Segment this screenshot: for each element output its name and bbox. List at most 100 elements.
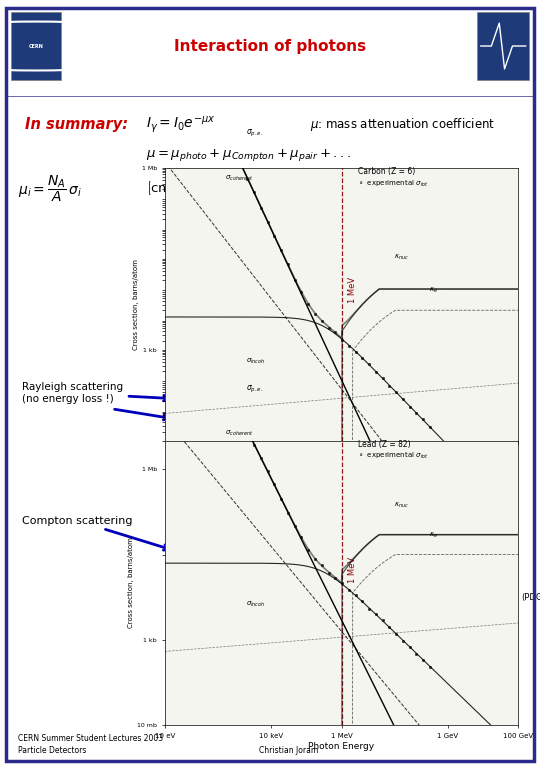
Text: $\sigma_{coherent}$: $\sigma_{coherent}$ <box>225 429 253 438</box>
Text: $\sigma_{incoh}$: $\sigma_{incoh}$ <box>246 356 266 366</box>
Point <box>406 400 414 413</box>
Point <box>338 334 346 346</box>
Point <box>379 614 387 626</box>
Text: Compton scattering: Compton scattering <box>22 516 170 550</box>
Text: Carbon (Z = 6): Carbon (Z = 6) <box>359 168 416 176</box>
Text: 1 MeV: 1 MeV <box>348 556 357 583</box>
Point <box>338 576 346 589</box>
Point <box>352 589 360 601</box>
Point <box>318 314 326 327</box>
Point <box>310 307 319 320</box>
Text: $\sigma_{coherent}$: $\sigma_{coherent}$ <box>225 174 253 183</box>
Text: $\circ$  experimental $\sigma_{tot}$: $\circ$ experimental $\sigma_{tot}$ <box>359 179 429 190</box>
Point <box>385 380 394 392</box>
Point <box>419 413 428 425</box>
Text: $\sigma_{p.e.}$: $\sigma_{p.e.}$ <box>246 384 264 395</box>
Point <box>202 84 211 97</box>
Text: Lead (Z = 82): Lead (Z = 82) <box>359 440 411 449</box>
Text: pair production: pair production <box>370 348 455 377</box>
Text: $\circ$  experimental $\sigma_{tot}$: $\circ$ experimental $\sigma_{tot}$ <box>359 451 429 461</box>
Point <box>202 342 211 355</box>
Point <box>256 452 265 464</box>
Point <box>195 71 204 83</box>
Text: $\kappa_e$: $\kappa_e$ <box>429 531 438 541</box>
Point <box>291 274 299 286</box>
Point <box>331 572 340 584</box>
Point <box>237 157 245 169</box>
Point <box>297 286 306 299</box>
Y-axis label: Cross section, barns/atom: Cross section, barns/atom <box>133 259 139 349</box>
Point <box>210 356 218 369</box>
Point <box>365 602 374 615</box>
Point <box>392 628 401 640</box>
Point <box>304 298 313 310</box>
Text: $\kappa_{nuc}$: $\kappa_{nuc}$ <box>394 501 409 510</box>
Text: CERN: CERN <box>29 44 43 48</box>
Point <box>426 420 434 433</box>
Point <box>399 392 407 405</box>
Point <box>406 640 414 653</box>
X-axis label: Photon Energy: Photon Energy <box>308 742 375 751</box>
Point <box>392 385 401 398</box>
Point <box>284 507 292 519</box>
Point <box>345 583 353 596</box>
Point <box>412 647 421 660</box>
Point <box>291 519 299 532</box>
Point <box>264 216 272 229</box>
Point <box>216 114 225 126</box>
Point <box>284 258 292 271</box>
Point <box>230 142 238 154</box>
Point <box>210 100 218 112</box>
Point <box>223 383 232 395</box>
Point <box>399 635 407 647</box>
Point <box>379 371 387 384</box>
Point <box>237 411 245 424</box>
Point <box>216 370 225 382</box>
Point <box>345 339 353 352</box>
Point <box>385 621 394 633</box>
Point <box>372 365 380 378</box>
Point <box>297 531 306 544</box>
Point <box>358 594 367 607</box>
Text: In summary:: In summary: <box>25 117 128 133</box>
Point <box>331 326 340 339</box>
Point <box>223 129 232 142</box>
Text: $\sigma_{p.e.}$: $\sigma_{p.e.}$ <box>246 129 264 140</box>
Point <box>324 321 333 334</box>
Y-axis label: Cross section, barns/atom: Cross section, barns/atom <box>129 537 134 629</box>
FancyBboxPatch shape <box>11 12 61 80</box>
Point <box>372 608 380 621</box>
Point <box>250 186 259 198</box>
Point <box>256 202 265 215</box>
Point <box>365 358 374 370</box>
Point <box>426 661 434 673</box>
Text: Christian Joram: Christian Joram <box>259 746 319 755</box>
Text: photo effect: photo effect <box>167 250 289 295</box>
Point <box>324 567 333 580</box>
Point <box>304 544 313 556</box>
Text: $\kappa_e$: $\kappa_e$ <box>429 285 438 295</box>
Point <box>277 493 286 505</box>
Point <box>270 229 279 242</box>
Point <box>270 478 279 491</box>
Point <box>358 352 367 364</box>
Text: $\left[\mathrm{cm}^2/\mathrm{g}\right]$: $\left[\mathrm{cm}^2/\mathrm{g}\right]$ <box>146 179 194 199</box>
Text: $\kappa_{nuc}$: $\kappa_{nuc}$ <box>394 254 409 262</box>
Text: Interaction of photons: Interaction of photons <box>174 38 366 54</box>
Point <box>243 173 252 186</box>
Text: Rayleigh scattering
(no energy loss !): Rayleigh scattering (no energy loss !) <box>22 382 169 404</box>
Point <box>352 346 360 358</box>
Point <box>412 407 421 420</box>
Point <box>277 243 286 256</box>
Point <box>195 330 204 342</box>
Text: $\sigma_{incoh}$: $\sigma_{incoh}$ <box>246 600 266 609</box>
Text: $\mu_i = \dfrac{N_A}{A}\,\sigma_i$: $\mu_i = \dfrac{N_A}{A}\,\sigma_i$ <box>18 174 82 204</box>
Point <box>230 397 238 410</box>
Text: 1 MeV: 1 MeV <box>348 277 357 303</box>
FancyBboxPatch shape <box>477 12 529 80</box>
Point <box>318 559 326 572</box>
Text: $\mu = \mu_{photo} + \mu_{Compton} + \mu_{pair} + ...$: $\mu = \mu_{photo} + \mu_{Compton} + \mu… <box>146 147 352 163</box>
Point <box>250 438 259 451</box>
Text: $\mu$: mass attenuation coefficient: $\mu$: mass attenuation coefficient <box>309 116 495 133</box>
Point <box>264 465 272 477</box>
